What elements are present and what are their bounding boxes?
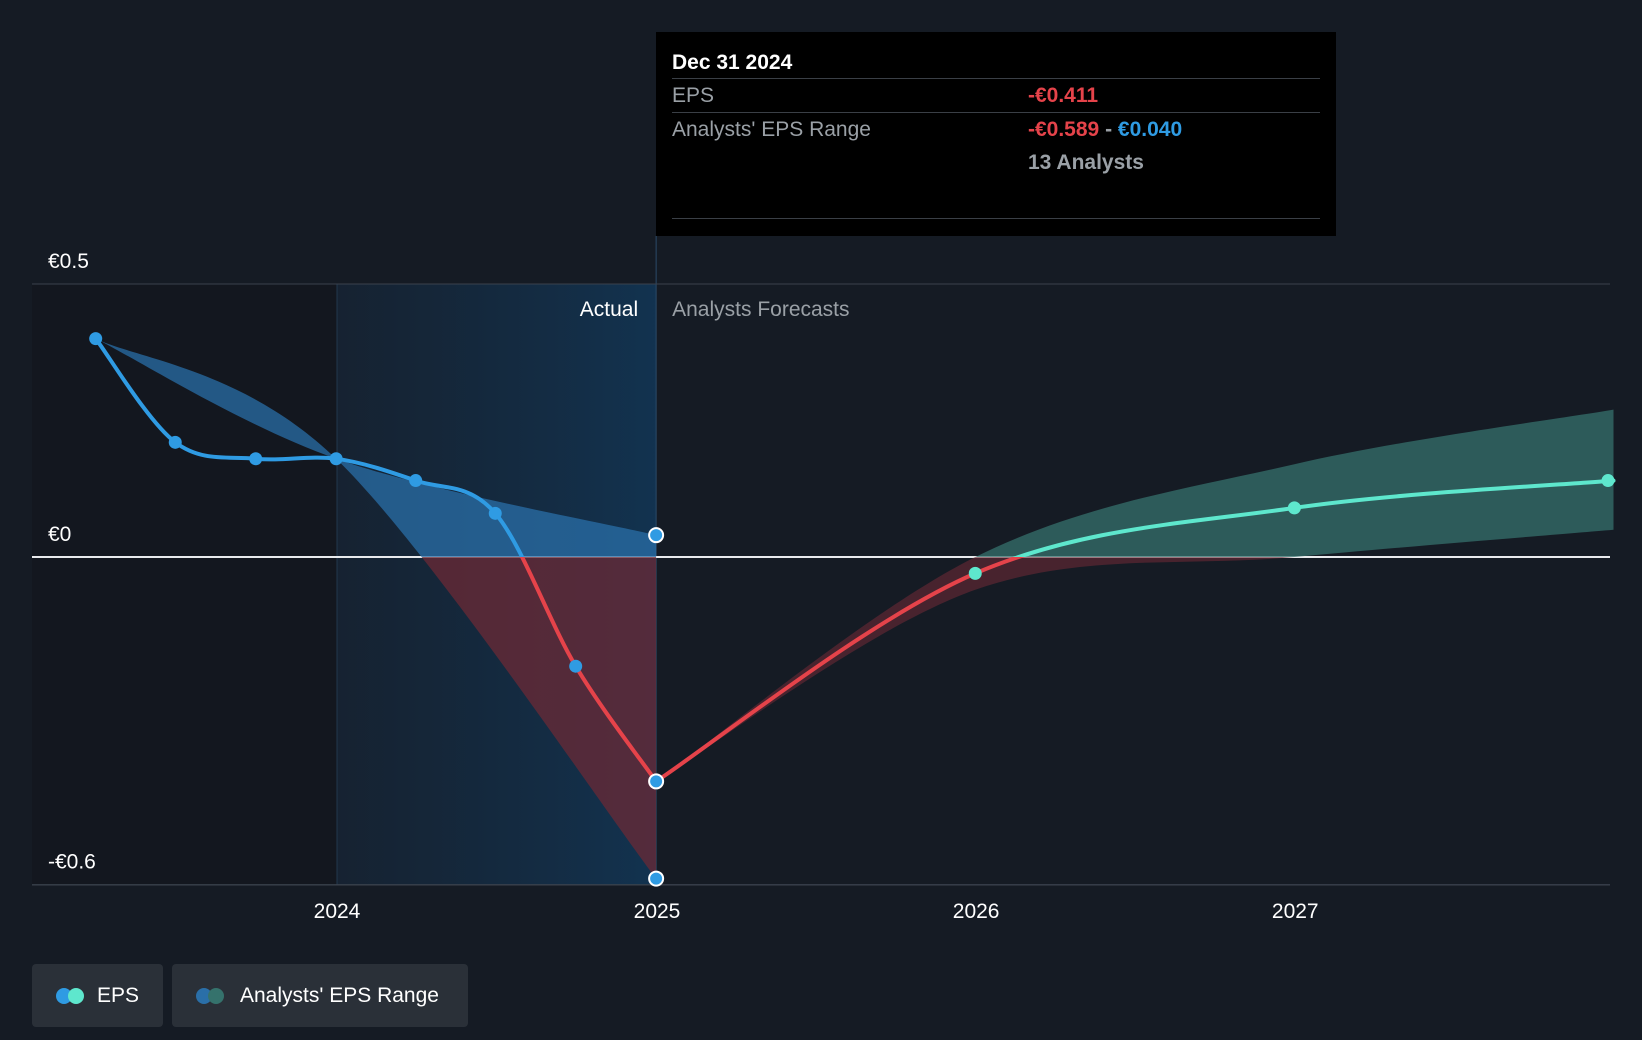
tooltip-divider	[672, 218, 1320, 219]
tooltip-range-separator: -	[1105, 118, 1113, 141]
eps-legend-icon	[56, 987, 84, 1004]
legend-range-label: Analysts' EPS Range	[240, 983, 439, 1007]
x-tick-label: 2027	[1272, 900, 1319, 923]
tooltip-analysts-count: 13 Analysts	[1028, 151, 1144, 174]
eps-point	[168, 435, 182, 449]
y-tick-label: -€0.6	[48, 851, 96, 874]
eps-point	[329, 452, 343, 466]
tooltip-date: Dec 31 2024	[672, 51, 793, 74]
tooltip-range-label: Analysts' EPS Range	[672, 118, 871, 141]
y-tick-label: €0	[48, 523, 71, 546]
y-tick-label: €0.5	[48, 250, 89, 273]
tooltip-analysts-row: 13 Analysts	[672, 146, 1320, 179]
tooltip-eps-row: EPS -€0.411	[672, 78, 1320, 112]
range-band-forecast-positive	[975, 409, 1614, 557]
actual-label: Actual	[580, 298, 638, 321]
range-low-point	[648, 870, 665, 887]
forecast-label: Analysts Forecasts	[672, 298, 849, 321]
tooltip-range-low: -€0.589	[1028, 118, 1100, 141]
eps-point	[1601, 474, 1615, 488]
eps-point	[968, 566, 982, 580]
legend-eps-label: EPS	[96, 983, 139, 1007]
eps-line-forecast-negative	[654, 557, 1026, 784]
tooltip-range-row: Analysts' EPS Range -€0.589 - €0.040	[672, 112, 1320, 146]
legend-eps-button[interactable]: EPS	[32, 964, 163, 1027]
tooltip-range-high: €0.040	[1117, 118, 1183, 141]
range-high-point	[648, 527, 665, 544]
eps-point	[89, 332, 103, 346]
eps-point	[488, 506, 502, 520]
range-band-past-negative	[421, 557, 657, 879]
x-tick-label: 2024	[314, 900, 361, 923]
range-legend-icon	[196, 987, 226, 1004]
eps-point	[409, 474, 423, 488]
tooltip-range-value: -€0.589 - €0.040	[1028, 113, 1182, 146]
legend-range-button[interactable]: Analysts' EPS Range	[172, 964, 468, 1027]
eps-point	[648, 773, 665, 790]
eps-point	[249, 452, 263, 466]
eps-line-forecast	[1012, 478, 1616, 557]
tooltip: Dec 31 2024 EPS -€0.411 Analysts' EPS Ra…	[656, 32, 1336, 236]
x-tick-label: 2025	[634, 900, 681, 923]
eps-point	[569, 659, 583, 673]
range-band-past-positive	[95, 338, 657, 557]
tooltip-eps-label: EPS	[672, 84, 715, 107]
x-tick-label: 2026	[953, 900, 1000, 923]
tooltip-eps-value: -€0.411	[1028, 84, 1099, 107]
eps-point	[1287, 501, 1301, 515]
